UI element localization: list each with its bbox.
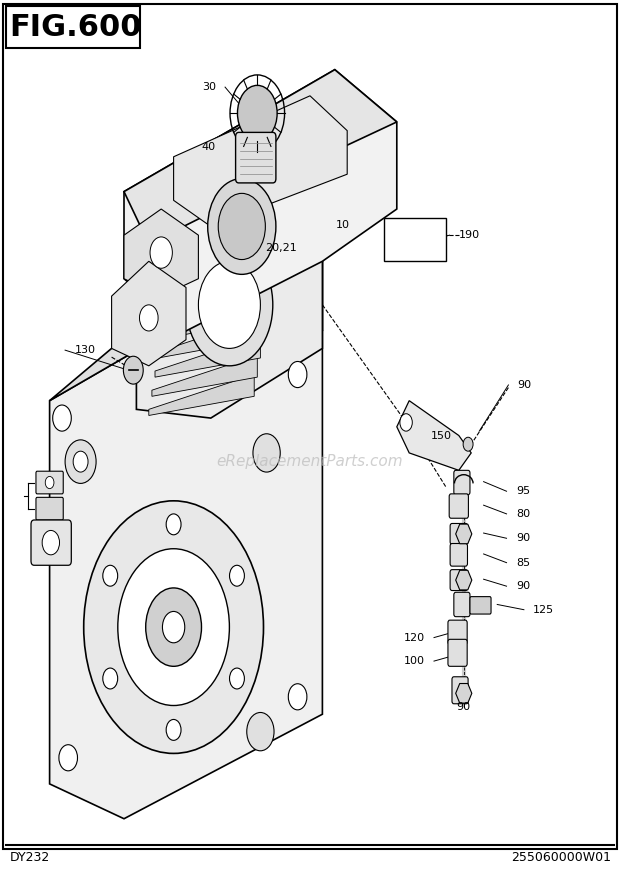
Circle shape bbox=[218, 193, 265, 260]
FancyBboxPatch shape bbox=[236, 132, 276, 183]
FancyBboxPatch shape bbox=[448, 620, 467, 645]
Polygon shape bbox=[124, 209, 198, 296]
Polygon shape bbox=[112, 261, 186, 366]
Circle shape bbox=[229, 565, 244, 586]
Circle shape bbox=[150, 237, 172, 268]
Polygon shape bbox=[152, 355, 257, 396]
Text: 125: 125 bbox=[533, 604, 554, 615]
Circle shape bbox=[84, 501, 264, 753]
Text: 80: 80 bbox=[516, 509, 530, 519]
Text: 150: 150 bbox=[431, 430, 452, 441]
Circle shape bbox=[118, 549, 229, 706]
Circle shape bbox=[73, 451, 88, 472]
Text: 90: 90 bbox=[516, 581, 530, 591]
Circle shape bbox=[65, 440, 96, 483]
Text: 120: 120 bbox=[404, 632, 425, 643]
Text: 20,21: 20,21 bbox=[265, 243, 297, 253]
FancyBboxPatch shape bbox=[450, 544, 467, 566]
FancyBboxPatch shape bbox=[470, 597, 491, 614]
FancyBboxPatch shape bbox=[452, 677, 468, 704]
Text: 90: 90 bbox=[518, 380, 532, 390]
Polygon shape bbox=[384, 218, 446, 261]
Polygon shape bbox=[167, 260, 273, 300]
Polygon shape bbox=[456, 684, 472, 703]
Circle shape bbox=[103, 668, 118, 689]
Polygon shape bbox=[260, 226, 322, 331]
Circle shape bbox=[400, 414, 412, 431]
Circle shape bbox=[198, 261, 260, 348]
Circle shape bbox=[253, 434, 280, 472]
Text: DY232: DY232 bbox=[9, 852, 50, 864]
FancyBboxPatch shape bbox=[450, 523, 467, 544]
Polygon shape bbox=[124, 70, 397, 244]
Circle shape bbox=[288, 361, 307, 388]
Polygon shape bbox=[158, 317, 264, 358]
Polygon shape bbox=[397, 401, 471, 470]
Text: 85: 85 bbox=[516, 557, 530, 568]
FancyBboxPatch shape bbox=[449, 494, 469, 518]
Polygon shape bbox=[164, 279, 270, 320]
Circle shape bbox=[288, 684, 307, 710]
Circle shape bbox=[463, 437, 473, 451]
Text: 255060000W01: 255060000W01 bbox=[511, 852, 611, 864]
FancyBboxPatch shape bbox=[448, 639, 467, 666]
Text: 100: 100 bbox=[404, 656, 425, 666]
Polygon shape bbox=[50, 226, 322, 401]
Polygon shape bbox=[149, 375, 254, 415]
Text: 40: 40 bbox=[202, 142, 216, 152]
Circle shape bbox=[123, 356, 143, 384]
Polygon shape bbox=[161, 298, 267, 339]
Text: 10: 10 bbox=[336, 219, 350, 230]
Circle shape bbox=[229, 668, 244, 689]
Polygon shape bbox=[50, 279, 322, 819]
Circle shape bbox=[140, 305, 158, 331]
Circle shape bbox=[186, 244, 273, 366]
Polygon shape bbox=[456, 524, 472, 544]
Text: 190: 190 bbox=[459, 230, 480, 240]
Circle shape bbox=[146, 588, 202, 666]
Polygon shape bbox=[124, 70, 397, 331]
FancyBboxPatch shape bbox=[450, 570, 467, 591]
Bar bbox=[6, 6, 140, 48]
Circle shape bbox=[103, 565, 118, 586]
Text: 90: 90 bbox=[457, 702, 471, 712]
Polygon shape bbox=[136, 192, 322, 418]
Text: 90: 90 bbox=[516, 533, 530, 544]
Circle shape bbox=[53, 405, 71, 431]
Circle shape bbox=[45, 476, 54, 489]
Circle shape bbox=[166, 719, 181, 740]
Circle shape bbox=[208, 179, 276, 274]
Polygon shape bbox=[456, 571, 472, 590]
Circle shape bbox=[247, 712, 274, 751]
Text: 130: 130 bbox=[74, 345, 95, 355]
Text: 30: 30 bbox=[202, 82, 216, 92]
Polygon shape bbox=[174, 96, 347, 226]
Circle shape bbox=[237, 85, 277, 141]
Circle shape bbox=[59, 745, 78, 771]
Text: eReplacementParts.com: eReplacementParts.com bbox=[216, 454, 404, 469]
Polygon shape bbox=[155, 336, 260, 377]
FancyBboxPatch shape bbox=[36, 497, 63, 520]
Circle shape bbox=[166, 514, 181, 535]
Circle shape bbox=[42, 530, 60, 555]
FancyBboxPatch shape bbox=[36, 471, 63, 494]
FancyBboxPatch shape bbox=[454, 592, 470, 617]
FancyBboxPatch shape bbox=[31, 520, 71, 565]
FancyBboxPatch shape bbox=[454, 470, 470, 495]
Text: FIG.600: FIG.600 bbox=[9, 12, 142, 42]
Text: 95: 95 bbox=[516, 486, 530, 496]
Circle shape bbox=[162, 611, 185, 643]
